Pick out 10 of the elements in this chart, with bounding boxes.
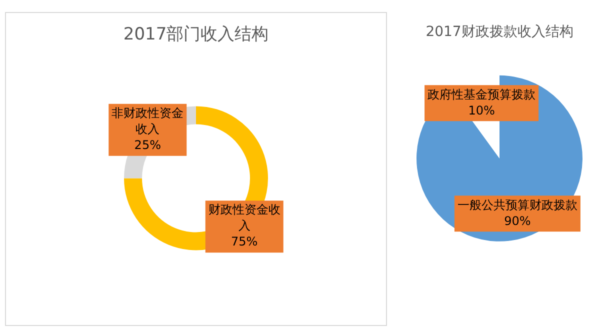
slice-label: 一般公共预算财政拨款 — [457, 198, 578, 212]
chart-title: 2017部门收入结构 — [123, 24, 269, 45]
data-label: 90% — [504, 214, 531, 228]
chart-title: 2017财政拨款收入结构 — [426, 24, 574, 40]
data-label: 10% — [468, 103, 495, 118]
data-label: 75% — [231, 234, 258, 249]
data-label: 25% — [134, 138, 161, 152]
slice-label: 非财政性资金收入 — [112, 106, 184, 136]
slice-label: 财政性资金收入 — [208, 202, 280, 233]
slice-label: 政府性基金预算拨款 — [428, 87, 536, 102]
